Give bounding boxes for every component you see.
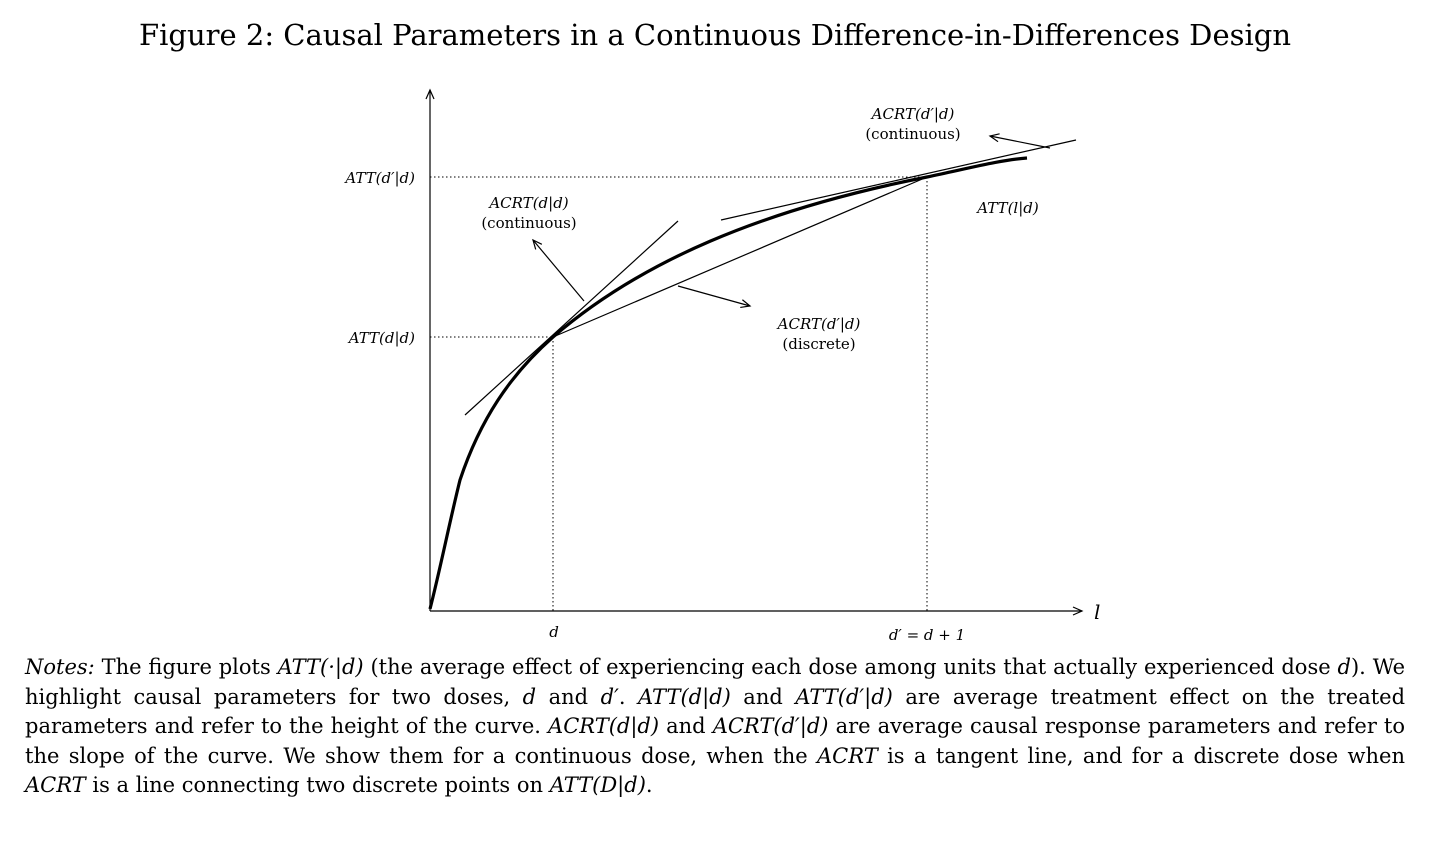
notes-math: d bbox=[522, 684, 537, 709]
tangent-line-at-dprime bbox=[720, 139, 1077, 221]
acrt-dprime-discrete-type: (discrete) bbox=[782, 335, 855, 353]
notes-text: are average causal response parameters a… bbox=[25, 714, 1406, 768]
notes-text: . bbox=[645, 773, 653, 798]
x-tick-dprime: d′ = d + 1 bbox=[889, 626, 965, 644]
notes-math: ATT(D|d) bbox=[549, 773, 646, 798]
notes-text: (the average effect of experiencing each… bbox=[363, 655, 1338, 679]
y-tick-att-dprime-d: ATT(d′|d) bbox=[343, 169, 415, 187]
notes-math: ACRT bbox=[25, 773, 86, 798]
notes-text: and bbox=[730, 684, 796, 709]
notes-math: ACRT(d|d) bbox=[548, 714, 660, 739]
notes-text: The figure plots bbox=[94, 655, 278, 679]
notes-lead: Notes: bbox=[25, 655, 95, 679]
acrt-d-continuous-type: (continuous) bbox=[481, 214, 576, 232]
figure-title: Figure 2: Causal Parameters in a Continu… bbox=[138, 18, 1291, 52]
att-curve bbox=[428, 156, 1028, 610]
notes-text: . bbox=[618, 684, 639, 709]
notes-math: ACRT(d′|d) bbox=[712, 714, 829, 739]
figure-diagram: ATT(d′|d) ATT(d|d) d d′ = d + 1 l ATT(l|… bbox=[343, 88, 1100, 644]
x-axis-label: l bbox=[1094, 600, 1100, 624]
acrt-d-continuous-name: ACRT(d|d) bbox=[487, 194, 568, 212]
notes-text: ). We highlight causal parameters for tw… bbox=[25, 655, 1405, 709]
notes-text: and bbox=[659, 714, 713, 739]
tangent-line-at-d bbox=[464, 220, 679, 416]
acrt-dprime-continuous-type: (continuous) bbox=[865, 125, 960, 143]
secant-line-discrete bbox=[552, 176, 928, 338]
notes-text: is a tangent line, and for a discrete do… bbox=[877, 743, 1405, 768]
notes-text: is a line connecting two discrete points… bbox=[85, 773, 550, 798]
arrow-acrt-dprime-continuous bbox=[988, 133, 1051, 149]
curve-label: ATT(l|d) bbox=[975, 199, 1039, 217]
figure-notes: Notes: The figure plots ATT(·|d) (the av… bbox=[25, 653, 1405, 801]
acrt-dprime-discrete-name: ACRT(d′|d) bbox=[776, 315, 861, 333]
notes-math: ATT(·|d) bbox=[277, 655, 364, 679]
arrow-acrt-dprime-discrete bbox=[677, 285, 752, 309]
x-tick-d: d bbox=[549, 623, 559, 641]
notes-math: d′ bbox=[600, 684, 619, 709]
notes-text: are average treatment effect on the trea… bbox=[25, 684, 1406, 739]
notes-math: ATT(d|d) bbox=[638, 684, 731, 709]
notes-math: ATT(d′|d) bbox=[795, 684, 893, 709]
acrt-dprime-continuous-name: ACRT(d′|d) bbox=[870, 105, 955, 123]
notes-text: and bbox=[536, 684, 601, 709]
y-tick-att-d-d: ATT(d|d) bbox=[347, 329, 415, 347]
notes-math: d bbox=[1337, 655, 1351, 679]
arrow-acrt-d-continuous bbox=[532, 238, 585, 302]
notes-math: ACRT bbox=[817, 743, 878, 768]
